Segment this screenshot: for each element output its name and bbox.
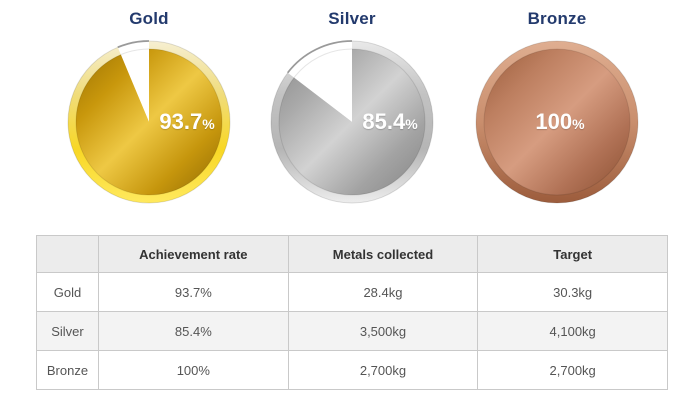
stats-table-wrap: Achievement rate Metals collected Target G… xyxy=(36,235,668,390)
corner-header-cell xyxy=(36,235,99,273)
silver-gap-slice xyxy=(287,41,352,122)
pie-gold: 93.7% xyxy=(66,39,232,205)
percent-label: 93.7% xyxy=(159,109,214,135)
table-row-silver: Silver 85.4% 3,500kg 4,100kg xyxy=(36,311,668,351)
pie-bronze: 100% xyxy=(474,39,640,205)
pie-silver: 85.4% xyxy=(269,39,435,205)
table-cell: 93.7% xyxy=(98,272,289,312)
medal-chart-silver: Silver 85.4% xyxy=(269,8,435,205)
row-label: Bronze xyxy=(36,350,99,390)
percent-sign: % xyxy=(202,116,215,132)
table-row-gold: Gold 93.7% 28.4kg 30.3kg xyxy=(36,272,668,312)
chart-title: Bronze xyxy=(527,9,587,28)
medal-chart-gold: Gold 93.7% xyxy=(66,8,232,205)
gold-seam xyxy=(75,48,223,196)
table-cell: 4,100kg xyxy=(477,311,668,351)
percent-label: 85.4% xyxy=(362,109,417,135)
row-label: Gold xyxy=(36,272,99,312)
column-header: Target xyxy=(477,235,668,273)
chart-title: Silver xyxy=(328,9,376,28)
table-cell: 28.4kg xyxy=(287,272,479,312)
medal-stats-table: Achievement rate Metals collected Target G… xyxy=(36,235,668,390)
percent-value: 93.7 xyxy=(159,109,203,134)
bronze-seam xyxy=(483,48,631,196)
percent-sign: % xyxy=(572,116,585,132)
silver-seam xyxy=(278,48,426,196)
table-cell: 100% xyxy=(98,350,289,390)
gold-pie-svg xyxy=(67,40,231,204)
column-header: Metals collected xyxy=(287,235,479,273)
row-label: Silver xyxy=(36,311,99,351)
silver-achieved-slice xyxy=(279,49,426,195)
table-header-row: Achievement rate Metals collected Target xyxy=(36,235,668,273)
table-cell: 85.4% xyxy=(98,311,289,351)
bronze-pie-svg xyxy=(475,40,639,204)
gold-achieved-slice xyxy=(75,49,222,196)
table-cell: 2,700kg xyxy=(287,350,479,390)
gold-gap-rim xyxy=(117,40,150,49)
percent-value: 85.4 xyxy=(362,109,406,134)
percent-label: 100% xyxy=(535,109,584,135)
bronze-achieved-slice xyxy=(484,49,630,195)
medal-chart-bronze: Bronze 100% xyxy=(474,8,640,205)
table-row-bronze: Bronze 100% 2,700kg 2,700kg xyxy=(36,350,668,390)
table-cell: 3,500kg xyxy=(287,311,479,351)
gold-gap-slice xyxy=(117,41,149,122)
column-header: Achievement rate xyxy=(98,235,289,273)
percent-value: 100 xyxy=(535,109,573,134)
silver-pie-svg xyxy=(270,40,434,204)
percent-sign: % xyxy=(405,116,418,132)
table-cell: 30.3kg xyxy=(477,272,668,312)
silver-gap-rim xyxy=(286,40,353,74)
chart-title: Gold xyxy=(129,9,169,28)
table-cell: 2,700kg xyxy=(477,350,668,390)
table-body: Gold 93.7% 28.4kg 30.3kg Silver 85.4% 3,500kg 4… xyxy=(36,272,668,390)
